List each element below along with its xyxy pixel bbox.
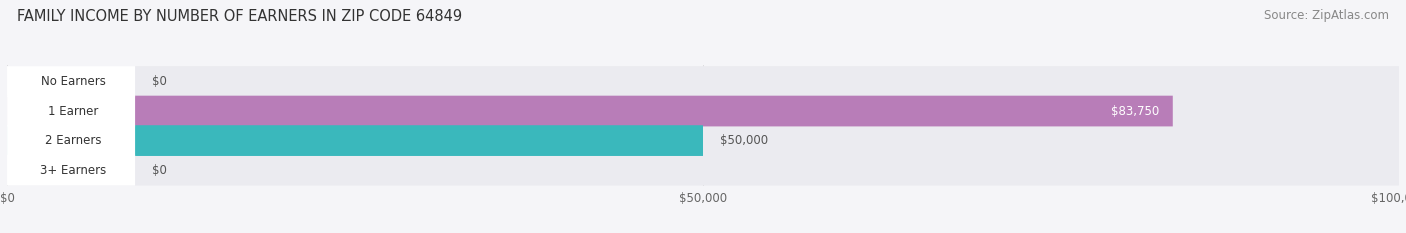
FancyBboxPatch shape [7,66,135,97]
FancyBboxPatch shape [7,125,135,156]
FancyBboxPatch shape [7,155,135,185]
Text: $0: $0 [152,164,167,177]
FancyBboxPatch shape [7,125,703,156]
Text: FAMILY INCOME BY NUMBER OF EARNERS IN ZIP CODE 64849: FAMILY INCOME BY NUMBER OF EARNERS IN ZI… [17,9,463,24]
Text: 2 Earners: 2 Earners [45,134,101,147]
Text: No Earners: No Earners [41,75,105,88]
Text: $83,750: $83,750 [1111,105,1159,117]
FancyBboxPatch shape [7,125,1399,156]
FancyBboxPatch shape [7,155,1399,185]
Text: 1 Earner: 1 Earner [48,105,98,117]
FancyBboxPatch shape [7,96,135,127]
Text: 3+ Earners: 3+ Earners [41,164,107,177]
FancyBboxPatch shape [7,96,1173,127]
Text: $0: $0 [152,75,167,88]
Text: Source: ZipAtlas.com: Source: ZipAtlas.com [1264,9,1389,22]
Text: $50,000: $50,000 [720,134,768,147]
FancyBboxPatch shape [7,66,1399,97]
FancyBboxPatch shape [7,96,1399,127]
